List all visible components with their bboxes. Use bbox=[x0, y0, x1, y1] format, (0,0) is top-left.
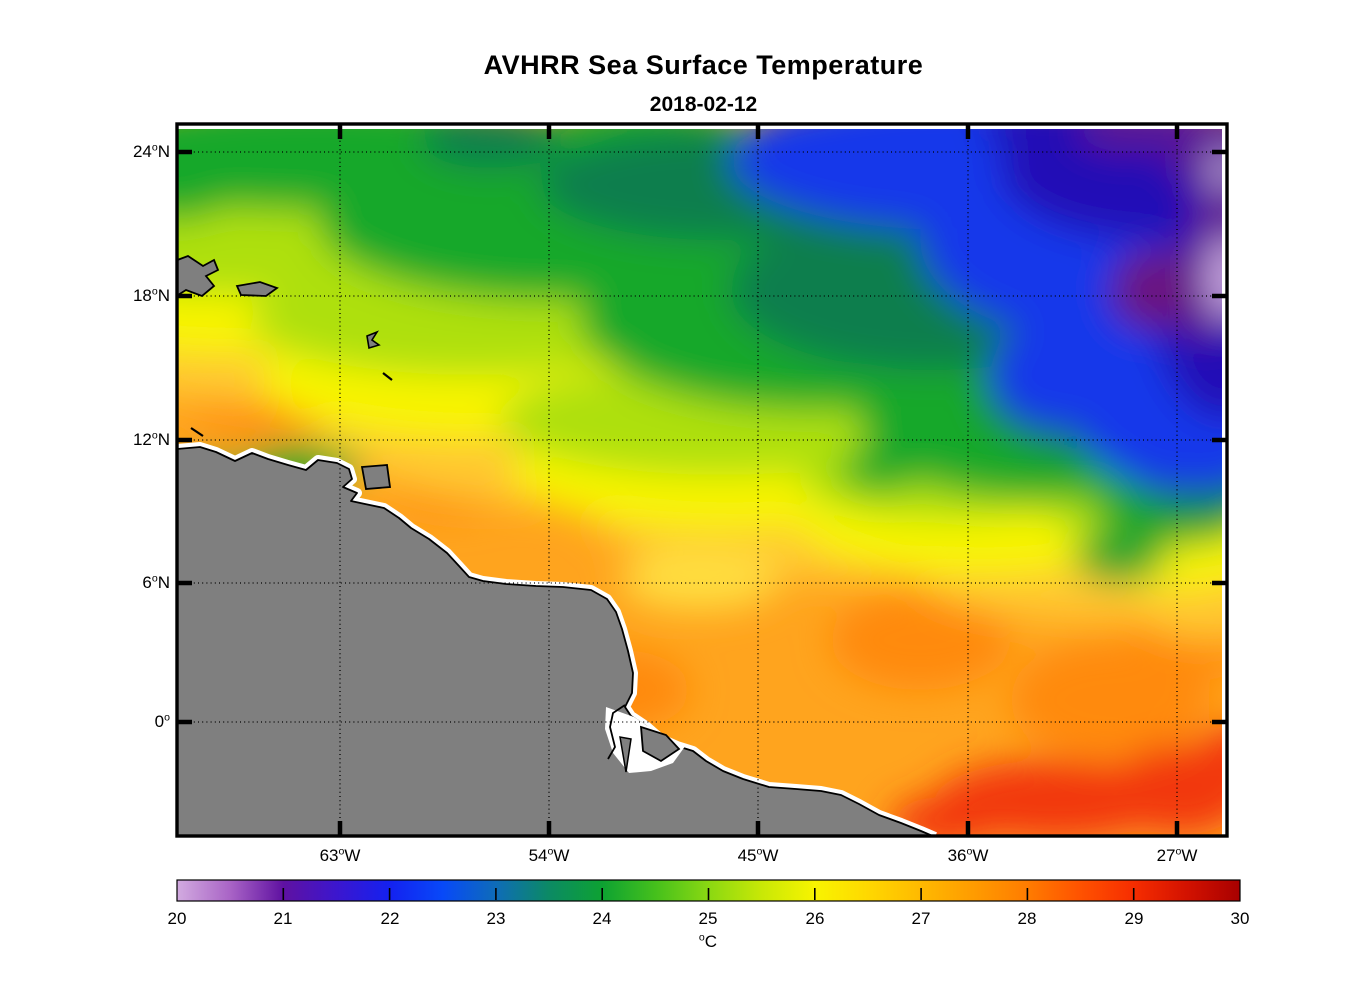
lat-tick-label-0: 0o bbox=[154, 711, 170, 731]
cbar-label-22: 22 bbox=[380, 909, 400, 928]
figure-title: AVHRR Sea Surface Temperature bbox=[483, 50, 924, 80]
sst-field-blobs bbox=[177, 129, 1222, 836]
island-marajo bbox=[639, 725, 681, 763]
axis-ticks bbox=[177, 124, 1227, 836]
cbar-label-25: 25 bbox=[698, 909, 718, 928]
island-small bbox=[366, 330, 381, 350]
cbar-label-30: 30 bbox=[1230, 909, 1250, 928]
colorbar-ticks bbox=[282, 888, 1135, 900]
graticule bbox=[177, 124, 1227, 836]
island-elongated bbox=[235, 281, 279, 297]
lon-tick-label-63w: 63oW bbox=[319, 845, 361, 865]
amazon-spit bbox=[619, 736, 632, 773]
land-layer bbox=[177, 254, 937, 836]
cbar-label-29: 29 bbox=[1124, 909, 1144, 928]
island-puerto-rico bbox=[177, 254, 220, 298]
figure-subtitle: 2018-02-12 bbox=[649, 93, 758, 116]
cbar-label-27: 27 bbox=[911, 909, 931, 928]
lon-tick-label-45w: 45oW bbox=[737, 845, 779, 865]
cbar-label-26: 26 bbox=[805, 909, 825, 928]
colorbar bbox=[176, 879, 1241, 902]
cbar-label-23: 23 bbox=[486, 909, 506, 928]
lat-tick-label-12n: 12oN bbox=[132, 429, 170, 449]
cbar-unit-label: oC bbox=[698, 931, 718, 951]
lat-tick-label-6n: 6oN bbox=[142, 572, 170, 592]
cbar-label-21: 21 bbox=[273, 909, 293, 928]
lon-tick-label-36w: 36oW bbox=[947, 845, 989, 865]
island-dash-1 bbox=[382, 372, 393, 381]
island-dash-2 bbox=[190, 427, 204, 437]
land-mass bbox=[177, 446, 935, 836]
cbar-label-24: 24 bbox=[592, 909, 612, 928]
cbar-label-20: 20 bbox=[167, 909, 187, 928]
island-trinidad bbox=[360, 464, 392, 490]
island-group-caribbean bbox=[177, 254, 393, 490]
amazon-west-bank bbox=[607, 704, 626, 760]
lon-tick-label-54w: 54oW bbox=[528, 845, 570, 865]
map-border bbox=[175, 122, 1229, 838]
lat-tick-label-24n: 24oN bbox=[132, 141, 170, 161]
cbar-label-28: 28 bbox=[1017, 909, 1037, 928]
lat-tick-label-18n: 18oN bbox=[132, 285, 170, 305]
lon-tick-label-27w: 27oW bbox=[1156, 845, 1198, 865]
